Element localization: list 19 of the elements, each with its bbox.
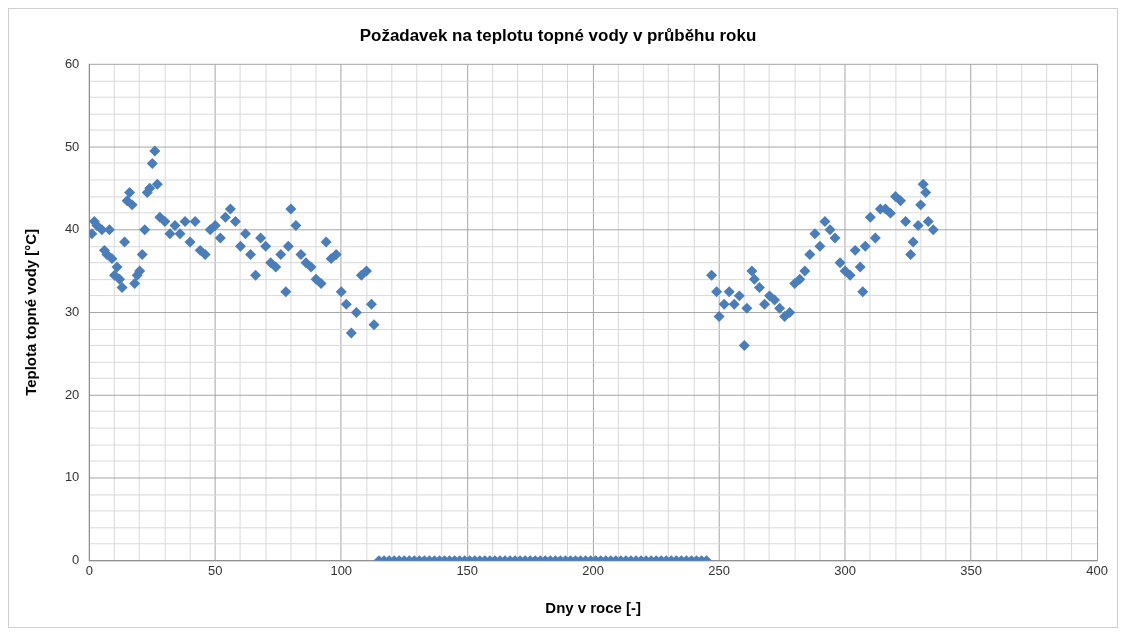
x-tick-label: 0 <box>85 562 93 578</box>
y-tick-label: 20 <box>64 386 80 402</box>
y-tick-label: 10 <box>64 469 80 485</box>
y-tick-label: 0 <box>72 552 80 568</box>
x-tick-label: 250 <box>708 562 730 578</box>
x-tick-label: 50 <box>208 562 223 578</box>
chart-title: Požadavek na teplotu topné vody v průběhu roku <box>359 25 757 45</box>
x-tick-label: 400 <box>1086 562 1108 578</box>
x-tick-label: 300 <box>834 562 856 578</box>
x-tick-label: 100 <box>330 562 353 578</box>
x-tick-label: 200 <box>582 562 604 578</box>
y-axis-title: Teplota topné vody [°C] <box>22 229 40 396</box>
y-tick-label: 60 <box>64 55 80 71</box>
x-tick-label: 350 <box>960 562 982 578</box>
x-tick-label: 150 <box>456 562 479 578</box>
y-tick-label: 50 <box>64 138 80 154</box>
y-tick-label: 40 <box>64 221 80 237</box>
x-axis-title: Dny v roce [-] <box>545 599 641 617</box>
y-tick-label: 30 <box>64 303 80 319</box>
